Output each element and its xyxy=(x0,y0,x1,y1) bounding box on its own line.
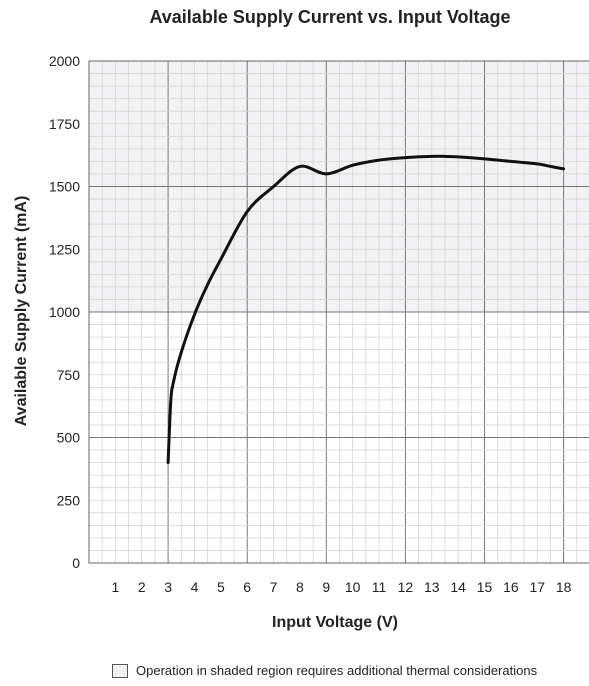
x-tick-label: 6 xyxy=(243,579,251,595)
legend-label: Operation in shaded region requires addi… xyxy=(136,663,538,678)
supply-current-curve xyxy=(166,154,566,465)
x-tick-label: 17 xyxy=(529,579,545,595)
plot-frame xyxy=(88,60,589,564)
grid xyxy=(88,60,589,564)
y-axis-label: Available Supply Current (mA) xyxy=(13,196,30,427)
x-tick-label: 4 xyxy=(191,579,199,595)
x-tick-label: 8 xyxy=(296,579,304,595)
y-tick-label: 750 xyxy=(57,367,81,383)
x-tick-label: 10 xyxy=(345,579,361,595)
y-tick-label: 2000 xyxy=(49,53,80,69)
x-tick-label: 1 xyxy=(111,579,119,595)
y-tick-label: 1500 xyxy=(49,179,80,195)
x-tick-label: 2 xyxy=(138,579,146,595)
x-tick-label: 3 xyxy=(164,579,172,595)
y-tick-label: 1000 xyxy=(49,304,80,320)
x-tick-label: 13 xyxy=(424,579,440,595)
x-tick-labels: 1 2 3 4 5 6 7 8 9 10 11 12 13 14 15 16 17 18 xyxy=(111,579,571,595)
x-tick-label: 12 xyxy=(398,579,414,595)
x-tick-label: 11 xyxy=(372,579,387,595)
x-tick-label: 18 xyxy=(556,579,572,595)
y-tick-label: 500 xyxy=(57,430,81,446)
x-tick-label: 5 xyxy=(217,579,225,595)
y-tick-label: 1250 xyxy=(49,241,80,257)
x-tick-label: 9 xyxy=(322,579,330,595)
x-tick-label: 7 xyxy=(270,579,278,595)
x-tick-label: 16 xyxy=(503,579,519,595)
x-axis-label: Input Voltage (V) xyxy=(272,614,398,631)
legend: Operation in shaded region requires addi… xyxy=(112,663,537,678)
legend-swatch xyxy=(112,663,128,678)
y-tick-label: 1750 xyxy=(49,116,80,132)
x-tick-label: 15 xyxy=(477,579,493,595)
y-tick-label: 0 xyxy=(72,555,80,571)
y-tick-labels: 0 250 500 750 1000 1250 1500 1750 2000 xyxy=(49,53,80,571)
y-tick-label: 250 xyxy=(57,492,81,508)
chart-title: Available Supply Current vs. Input Volta… xyxy=(149,7,510,27)
x-tick-label: 14 xyxy=(450,579,466,595)
